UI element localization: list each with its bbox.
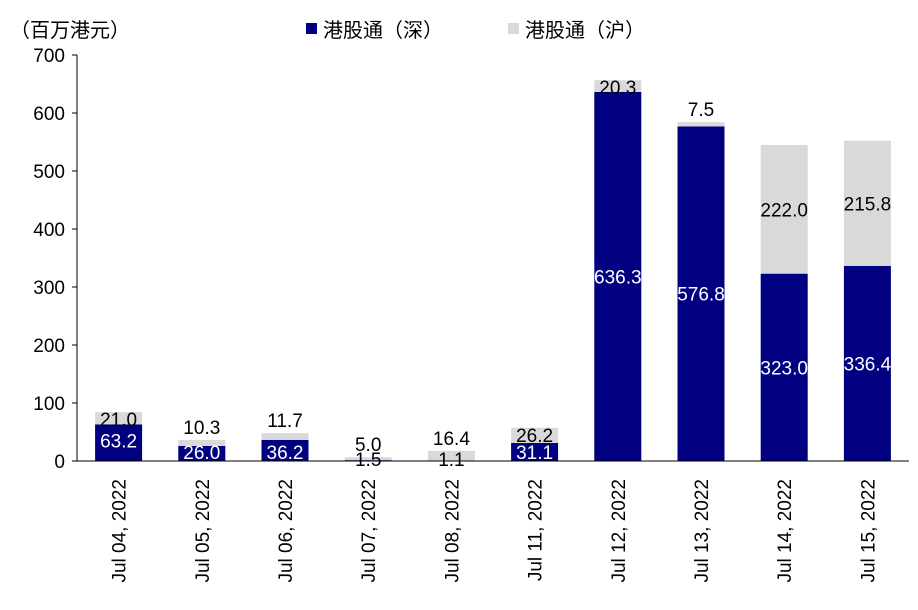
y-tick-label: 300	[33, 278, 65, 299]
data-label-shanghai: 11.7	[267, 411, 303, 432]
y-tick-label: 700	[33, 46, 65, 67]
data-label-shenzhen: 26.0	[183, 443, 220, 464]
x-tick-label: Jul 13, 2022	[692, 479, 713, 583]
x-tick-label: Jul 05, 2022	[193, 479, 214, 583]
y-tick-label: 400	[33, 220, 65, 241]
data-label-shenzhen: 576.8	[677, 285, 725, 306]
data-label-shanghai: 21.0	[100, 410, 137, 431]
x-tick-label: Jul 12, 2022	[609, 479, 630, 583]
x-tick-label: Jul 11, 2022	[526, 479, 547, 581]
legend-swatch-shenzhen	[306, 23, 317, 34]
bar-shanghai	[95, 412, 143, 425]
x-tick-label: Jul 04, 2022	[110, 479, 131, 583]
bar-shenzhen	[261, 440, 309, 461]
bar-shanghai	[594, 80, 642, 92]
data-label-shenzhen: 36.2	[267, 443, 304, 464]
legend-swatch-shanghai	[508, 23, 519, 34]
legend-label-shanghai: 港股通（沪）	[525, 20, 645, 42]
data-label-shanghai: 7.5	[688, 100, 714, 121]
bar-shenzhen	[594, 91, 642, 462]
data-label-shenzhen: 31.1	[516, 443, 553, 464]
bar-shanghai	[511, 427, 559, 443]
bar-shenzhen	[95, 424, 143, 461]
data-label-shanghai: 222.0	[760, 200, 808, 221]
bar-shenzhen	[511, 442, 559, 461]
bar-shenzhen	[178, 445, 226, 461]
y-axis-unit-label: （百万港元）	[10, 20, 130, 42]
data-label-shenzhen: 336.4	[844, 354, 892, 375]
x-tick-label: Jul 06, 2022	[276, 479, 297, 583]
y-tick-label: 200	[33, 336, 65, 357]
data-label-shanghai: 20.3	[599, 78, 636, 99]
data-label-shanghai: 10.3	[183, 418, 220, 439]
x-tick-label: Jul 15, 2022	[858, 479, 879, 583]
bar-shanghai	[178, 439, 226, 446]
data-label-shenzhen: 63.2	[100, 431, 137, 452]
bar-shenzhen	[760, 273, 808, 461]
bar-shanghai	[344, 457, 392, 461]
data-label-shanghai: 26.2	[516, 426, 553, 447]
legend-item-shenzhen: 港股通（深）	[306, 14, 443, 43]
bar-shenzhen	[843, 265, 891, 461]
x-tick-label: Jul 08, 2022	[442, 479, 463, 583]
y-tick-label: 600	[33, 104, 65, 125]
y-tick-label: 100	[33, 394, 65, 415]
y-tick-label: 0	[54, 452, 65, 473]
data-label-shanghai: 215.8	[844, 194, 892, 215]
x-tick-label: Jul 07, 2022	[359, 479, 380, 583]
data-label-shanghai: 16.4	[433, 429, 470, 450]
bar-shanghai	[261, 433, 309, 441]
bar-shanghai	[677, 122, 725, 127]
legend-label-shenzhen: 港股通（深）	[323, 20, 443, 42]
legend-item-shanghai: 港股通（沪）	[508, 14, 645, 43]
data-label-shenzhen: 636.3	[594, 267, 642, 288]
bar-shenzhen	[677, 126, 725, 462]
data-label-shenzhen: 323.0	[760, 358, 808, 379]
data-label-shanghai: 5.0	[355, 435, 381, 456]
y-tick-label: 500	[33, 162, 65, 183]
bar-shanghai	[843, 140, 891, 266]
x-tick-label: Jul 14, 2022	[775, 479, 796, 583]
bar-shanghai	[760, 144, 808, 274]
bar-shanghai	[427, 450, 475, 461]
